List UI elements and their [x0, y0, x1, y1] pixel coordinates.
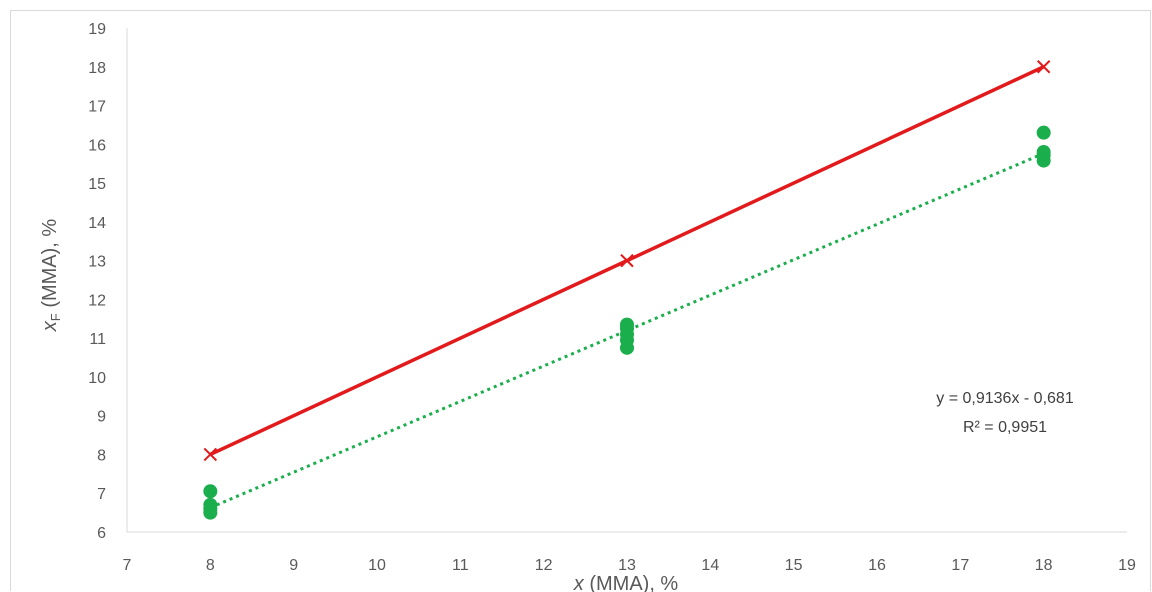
y-tick-label: 14 — [88, 215, 106, 232]
y-axis-var: x — [39, 320, 61, 332]
measured-point — [203, 505, 218, 520]
y-axis-rest: (MMA), % — [39, 219, 61, 314]
x-axis-var: x — [573, 573, 585, 592]
measured-series-group — [203, 125, 1051, 520]
x-tick-label: 14 — [701, 557, 719, 574]
measured-point — [203, 484, 218, 499]
reference-point-marker — [620, 253, 634, 268]
y-tick-label: 17 — [88, 99, 106, 116]
y-axis-sub: F — [48, 313, 63, 321]
y-tick-label: 6 — [97, 525, 106, 542]
y-tick-label: 13 — [88, 254, 106, 271]
reference-series-group — [203, 60, 1051, 462]
x-axis-rest: (MMA), % — [584, 573, 679, 592]
x-tick-label: 15 — [785, 557, 803, 574]
x-axis-title: x (MMA), % — [573, 573, 679, 592]
measured-point — [1036, 153, 1051, 168]
x-tick-label: 10 — [368, 557, 386, 574]
y-tick-label: 19 — [88, 21, 106, 38]
y-tick-label: 10 — [88, 370, 106, 387]
x-tick-label: 16 — [868, 557, 886, 574]
reference-point-marker — [1036, 60, 1051, 74]
x-tick-label: 8 — [206, 557, 215, 574]
measured-point — [620, 340, 634, 355]
y-tick-label: 18 — [88, 60, 106, 77]
x-tick-label: 11 — [452, 557, 469, 574]
y-tick-label: 7 — [97, 486, 106, 503]
measured-point — [1036, 125, 1051, 140]
x-tick-label: 19 — [1118, 557, 1136, 574]
y-tick-label: 9 — [97, 409, 106, 426]
y-tick-label: 8 — [97, 447, 106, 464]
y-tick-label: 12 — [88, 292, 106, 309]
x-tick-label: 18 — [1035, 557, 1053, 574]
x-tick-label: 13 — [618, 557, 636, 574]
y-axis-title: xF (MMA), % — [39, 219, 63, 333]
x-tick-label: 12 — [535, 557, 553, 574]
reference-point-marker — [203, 447, 218, 462]
trendline-r2: R² = 0,9951 — [963, 419, 1047, 436]
x-tick-label: 17 — [951, 557, 969, 574]
x-tick-label: 9 — [289, 557, 298, 574]
y-tick-label: 16 — [88, 137, 106, 154]
y-tick-label: 11 — [89, 331, 106, 348]
y-tick-label: 15 — [88, 176, 106, 193]
tick-labels: 7 8 9 10 11 12 13 14 15 16 17 18 1967891011121314151… — [88, 21, 1136, 574]
trendline-equation: y = 0,9136x - 0,681 — [936, 390, 1074, 407]
x-tick-label: 7 — [123, 557, 132, 574]
axes — [126, 28, 1127, 533]
